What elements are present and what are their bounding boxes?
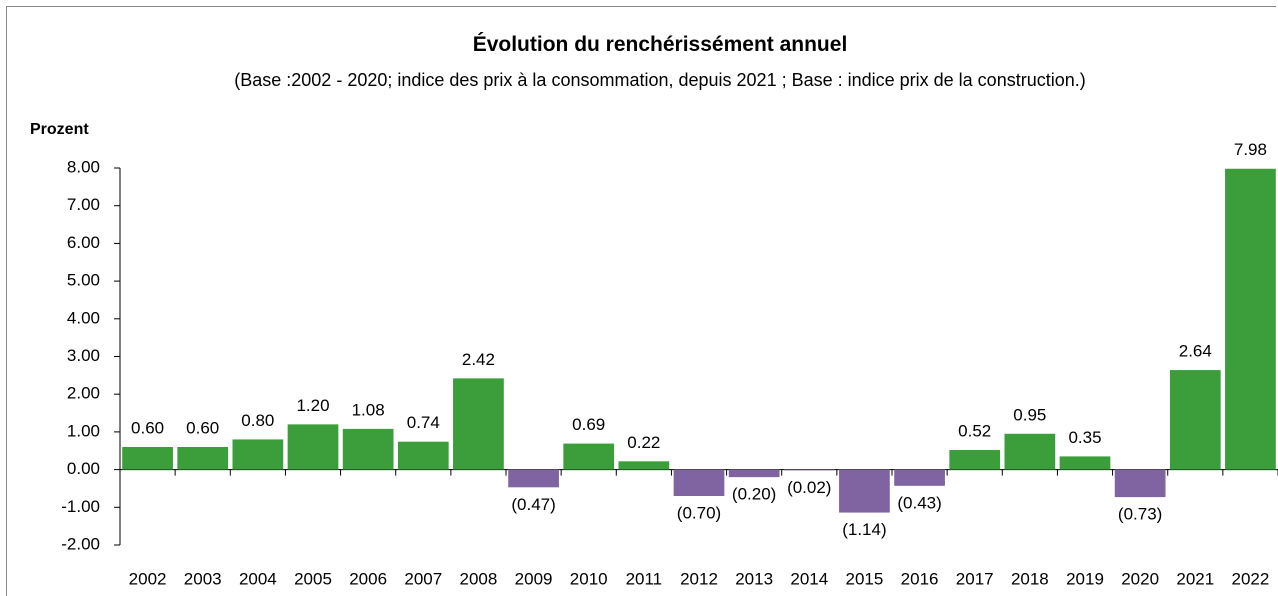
x-tick-label: 2017 [956,569,994,588]
y-tick-label: 3.00 [67,346,100,365]
y-tick-label: 7.00 [67,195,100,214]
bar [177,446,229,470]
y-tick-label: -1.00 [61,497,100,516]
y-tick-label: -2.00 [61,534,100,553]
x-tick-label: 2018 [1011,569,1049,588]
x-tick-label: 2011 [626,569,663,588]
x-tick-label: 2008 [460,569,498,588]
value-label: 2.64 [1179,342,1212,361]
chart-title: Évolution du renchérissément annuel [472,33,848,56]
x-tick-label: 2013 [735,569,773,588]
bar [287,424,339,470]
x-tick-label: 2009 [515,569,553,588]
bar [783,469,835,471]
bar [1169,370,1221,470]
bar [122,446,173,470]
bar [1004,433,1056,470]
x-tick-label: 2012 [680,569,718,588]
x-tick-label: 2015 [846,569,884,588]
y-tick-label: 2.00 [67,384,100,403]
y-tick-label: 5.00 [67,271,100,290]
bar [1114,469,1166,498]
x-tick-label: 2003 [184,569,222,588]
value-label: (0.73) [1118,505,1162,524]
bar [839,469,890,513]
bar [397,441,449,470]
x-tick-label: 2022 [1232,569,1270,588]
chart-subtitle: (Base :2002 - 2020; indice des prix à la… [234,70,1086,90]
bar [728,469,780,478]
value-label: 1.20 [296,396,329,415]
y-tick-label: 8.00 [67,157,100,176]
bar [1225,168,1276,470]
value-label: (0.20) [732,485,776,504]
y-tick-label: 0.00 [67,459,100,478]
x-tick-label: 2002 [129,569,167,588]
y-tick-label: 1.00 [67,421,100,440]
value-label: 0.22 [627,433,660,452]
bar [673,469,725,496]
x-tick-label: 2016 [901,569,939,588]
frame [6,6,1276,596]
value-label: 0.60 [131,418,164,437]
x-tick-label: 2021 [1176,569,1214,588]
value-label: 7.98 [1234,140,1267,159]
value-label: 2.42 [462,350,495,369]
value-label: (0.02) [787,478,831,497]
x-tick-label: 2007 [404,569,442,588]
value-label: 0.60 [186,418,219,437]
value-label: 0.69 [572,415,605,434]
value-label: 0.74 [407,413,440,432]
bar [453,378,504,470]
x-tick-label: 2019 [1066,569,1104,588]
value-label: (0.47) [511,495,555,514]
value-label: (0.43) [897,493,941,512]
bar [342,428,394,470]
bar [618,461,670,470]
x-tick-label: 2005 [294,569,332,588]
bar [508,469,559,488]
bar [1059,456,1111,470]
x-tick-label: 2020 [1121,569,1159,588]
bar [232,439,284,470]
x-tick-label: 2014 [790,569,828,588]
value-label: 0.52 [958,421,991,440]
x-tick-label: 2010 [570,569,608,588]
x-tick-label: 2004 [239,569,277,588]
y-axis-label: Prozent [30,121,89,138]
bar [949,449,1001,470]
x-tick-label: 2006 [349,569,387,588]
y-tick-label: 6.00 [67,233,100,252]
value-label: 0.80 [241,411,274,430]
value-label: 0.35 [1068,428,1101,447]
y-tick-label: 4.00 [67,308,100,327]
bar [563,443,615,470]
value-label: (1.14) [842,520,886,539]
value-label: 0.95 [1013,405,1046,424]
bar [894,469,945,486]
value-label: 1.08 [352,400,385,419]
value-label: (0.70) [677,503,721,522]
